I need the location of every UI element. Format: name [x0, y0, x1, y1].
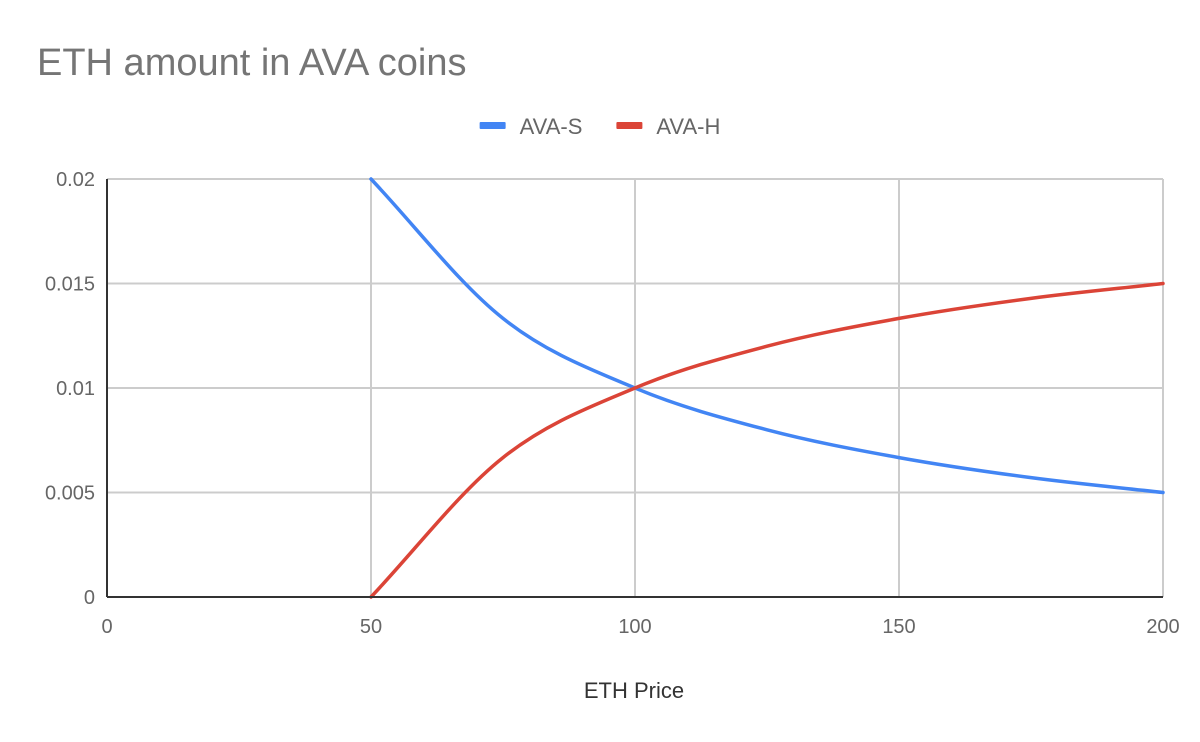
y-tick-labels: 0 0.005 0.01 0.015 0.02	[45, 169, 95, 609]
x-tick-label: 50	[360, 616, 382, 638]
legend-swatch	[479, 122, 506, 129]
y-tick-label: 0.02	[56, 169, 95, 191]
y-tick-label: 0.01	[56, 378, 95, 400]
y-tick-label: 0	[84, 587, 95, 609]
series-lines	[369, 177, 1165, 599]
x-tick-label: 200	[1146, 616, 1179, 638]
y-tick-label: 0.005	[45, 483, 95, 505]
x-tick-labels: 0 50 100 150 200	[101, 616, 1179, 638]
series-line-ava-s	[369, 177, 1165, 495]
legend-label: AVA-S	[520, 114, 583, 139]
x-tick-label: 0	[101, 616, 112, 638]
x-tick-label: 100	[618, 616, 651, 638]
chart-title: ETH amount in AVA coins	[37, 42, 466, 84]
legend-label: AVA-H	[656, 114, 720, 139]
x-axis-title: ETH Price	[584, 678, 684, 703]
x-tick-label: 150	[882, 616, 915, 638]
legend-item-ava-h: AVA-H	[616, 114, 720, 139]
legend-item-ava-s: AVA-S	[479, 114, 583, 139]
axes	[106, 179, 1163, 598]
series-line-ava-h	[369, 281, 1165, 599]
y-tick-label: 0.015	[45, 274, 95, 296]
legend: AVA-S AVA-H	[479, 114, 720, 139]
legend-swatch	[616, 122, 643, 129]
